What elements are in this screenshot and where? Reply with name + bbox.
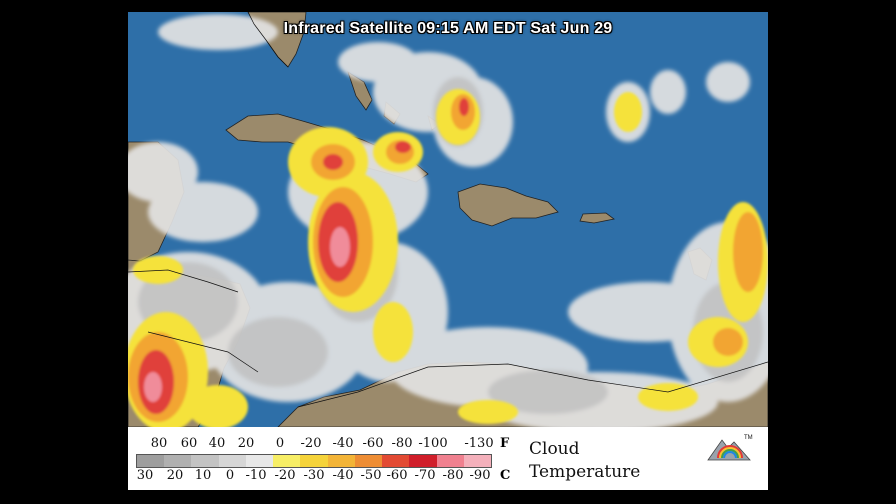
colorbar-swatch bbox=[137, 455, 165, 467]
fahrenheit-tick: -100 bbox=[418, 436, 448, 451]
celsius-tick: -60 bbox=[386, 468, 408, 483]
colorbar-swatch bbox=[191, 455, 219, 467]
celsius-unit: C bbox=[500, 468, 511, 483]
legend-caption-cloud: Cloud bbox=[529, 439, 580, 459]
hispaniola-land bbox=[457, 183, 559, 227]
fahrenheit-unit: F bbox=[500, 436, 510, 451]
celsius-tick: -80 bbox=[442, 468, 464, 483]
temperature-legend: 80 60 40 20 0 -20 -40 -60 -80 -100 -130 … bbox=[128, 427, 768, 490]
fahrenheit-tick: 20 bbox=[237, 436, 255, 451]
weather-logo-icon: TM bbox=[707, 435, 753, 461]
fahrenheit-tick: 40 bbox=[208, 436, 226, 451]
cloud-cover-cold bbox=[128, 89, 768, 427]
celsius-tick: -30 bbox=[303, 468, 325, 483]
colorbar-swatch bbox=[218, 455, 246, 467]
fahrenheit-tick: -20 bbox=[300, 436, 322, 451]
logo-trademark: TM bbox=[744, 435, 753, 441]
fahrenheit-tick: -130 bbox=[464, 436, 494, 451]
celsius-scale: 30 20 10 0 -10 -20 -30 -40 -50 -60 -70 -… bbox=[128, 468, 528, 484]
puerto-rico-land bbox=[579, 212, 615, 224]
satellite-map: Infrared Satellite 09:15 AM EDT Sat Jun … bbox=[128, 12, 768, 427]
coastlines bbox=[128, 12, 768, 408]
fahrenheit-tick: -80 bbox=[391, 436, 413, 451]
colorbar-swatch bbox=[327, 455, 355, 467]
celsius-tick: 30 bbox=[136, 468, 154, 483]
celsius-tick: -40 bbox=[332, 468, 354, 483]
fahrenheit-tick: 0 bbox=[275, 436, 285, 451]
celsius-tick: -90 bbox=[469, 468, 491, 483]
fahrenheit-scale: 80 60 40 20 0 -20 -40 -60 -80 -100 -130 bbox=[128, 436, 528, 452]
temperature-colorbar bbox=[136, 454, 492, 468]
celsius-tick: 20 bbox=[166, 468, 184, 483]
celsius-tick: -10 bbox=[245, 468, 267, 483]
fahrenheit-tick: -40 bbox=[332, 436, 354, 451]
celsius-tick: -50 bbox=[360, 468, 382, 483]
colorbar-swatch bbox=[245, 455, 274, 467]
legend-caption-temperature: Temperature bbox=[529, 462, 641, 482]
map-canvas bbox=[128, 12, 768, 427]
map-title: Infrared Satellite 09:15 AM EDT Sat Jun … bbox=[283, 20, 613, 37]
colorbar-swatch bbox=[463, 455, 492, 467]
colorbar-swatch bbox=[354, 455, 383, 467]
celsius-tick: -20 bbox=[274, 468, 296, 483]
colorbar-swatch bbox=[300, 455, 328, 467]
celsius-tick: -70 bbox=[414, 468, 436, 483]
colorbar-swatch bbox=[382, 455, 410, 467]
colorbar-swatch bbox=[273, 455, 301, 467]
colorbar-swatch bbox=[409, 455, 437, 467]
celsius-tick: 10 bbox=[194, 468, 212, 483]
fahrenheit-tick: 60 bbox=[180, 436, 198, 451]
fahrenheit-tick: 80 bbox=[150, 436, 168, 451]
fahrenheit-tick: -60 bbox=[362, 436, 384, 451]
colorbar-swatch bbox=[164, 455, 192, 467]
satellite-image-frame: Infrared Satellite 09:15 AM EDT Sat Jun … bbox=[128, 12, 768, 490]
colorbar-swatch bbox=[436, 455, 464, 467]
celsius-tick: 0 bbox=[225, 468, 235, 483]
